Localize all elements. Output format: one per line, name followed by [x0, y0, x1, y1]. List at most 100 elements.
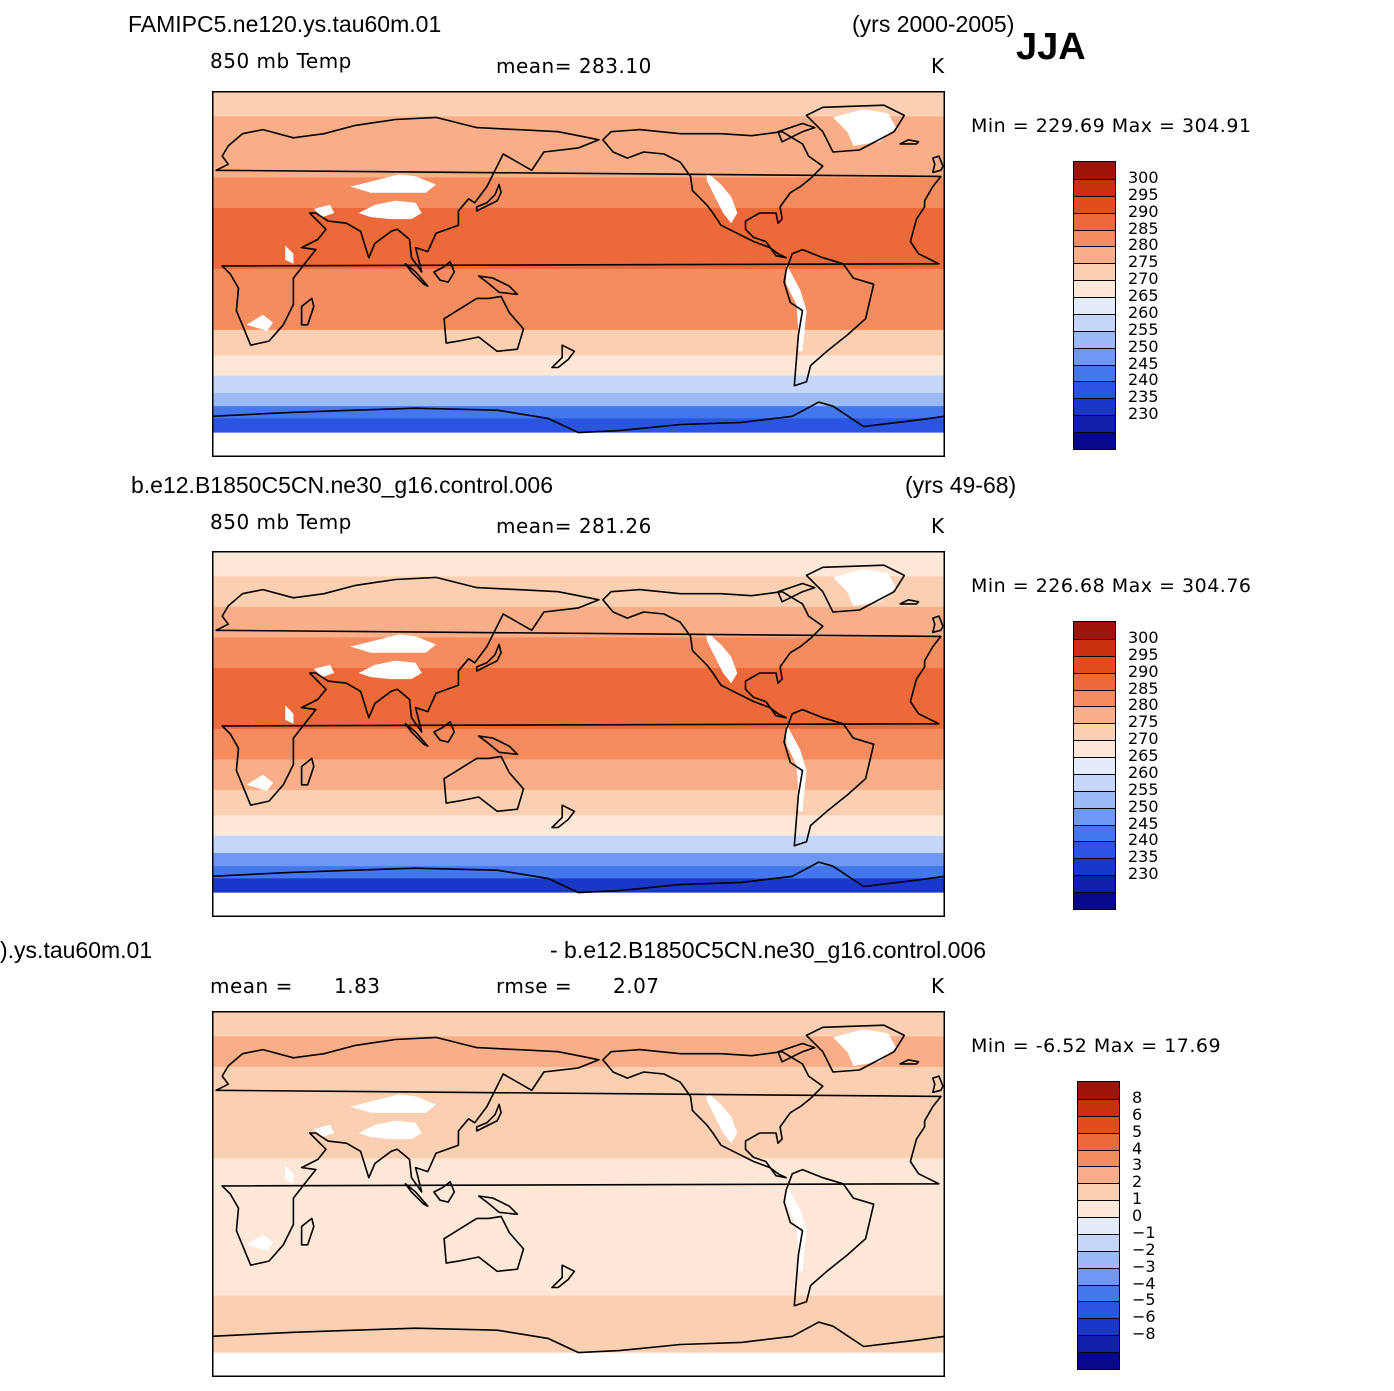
panel2-mean-label: mean= 281.26 — [496, 514, 652, 538]
panel1-colorbar — [1073, 161, 1116, 450]
zonal-band--5 — [212, 1188, 945, 1220]
colorbar-tick-label: 265 — [1128, 286, 1159, 306]
panel3-mean-label: mean = — [210, 974, 293, 998]
colorbar-swatch-12 — [1078, 1284, 1119, 1302]
colorbar-tick-label: −1 — [1132, 1222, 1156, 1242]
colorbar-tick-label: −3 — [1132, 1256, 1156, 1276]
colorbar-swatch-5 — [1074, 706, 1115, 724]
colorbar-swatch-2 — [1074, 655, 1115, 673]
colorbar-tick-label: −6 — [1132, 1307, 1156, 1327]
colorbar-tick-label: 230 — [1128, 864, 1159, 884]
panel2-units: K — [931, 514, 945, 538]
antarctic-missing-region — [212, 432, 945, 457]
zonal-band--45 — [212, 815, 945, 837]
coastline-uk — [931, 615, 944, 634]
colorbar-swatch-12 — [1074, 824, 1115, 842]
colorbar-tick-label: 240 — [1128, 830, 1159, 850]
panel2-years: (yrs 49-68) — [905, 472, 1017, 498]
coastline-new-guinea — [477, 735, 519, 756]
colorbar-tick-label: 260 — [1128, 302, 1159, 322]
zonal-band--35 — [212, 789, 945, 816]
zonal-band--62 — [212, 852, 945, 867]
coastline-south-america — [783, 1168, 875, 1307]
colorbar-tick-label: 8 — [1132, 1087, 1143, 1107]
zonal-band-85 — [212, 91, 945, 117]
missing-region-4 — [833, 1029, 897, 1066]
colorbar-swatch-6 — [1074, 723, 1115, 741]
colorbar-swatch-4 — [1074, 689, 1115, 707]
panel3-units: K — [931, 974, 945, 998]
colorbar-tick-label: 300 — [1128, 627, 1159, 647]
panel1-map — [212, 91, 945, 457]
coastline-africa-europe-asia — [215, 116, 942, 346]
missing-region-0 — [358, 200, 422, 220]
coastline-greenland — [805, 1024, 906, 1073]
colorbar-tick-label: 295 — [1128, 184, 1159, 204]
missing-region-1 — [350, 1094, 436, 1113]
zonal-band--62 — [212, 1312, 945, 1327]
colorbar-swatch-0 — [1074, 622, 1115, 639]
coastline-sumatra — [404, 723, 429, 747]
coastline-greenland — [805, 564, 906, 613]
missing-region-2 — [706, 1092, 738, 1144]
coastline-uk — [931, 1075, 944, 1094]
coastline-madagascar — [300, 1217, 315, 1246]
panel3-rmse-label: rmse = — [496, 974, 573, 998]
colorbar-swatch-11 — [1074, 807, 1115, 825]
colorbar-tick-label: −5 — [1132, 1290, 1156, 1310]
colorbar-swatch-3 — [1074, 212, 1115, 230]
missing-region-1 — [350, 174, 436, 193]
coastline-antarctica — [212, 861, 945, 917]
colorbar-swatch-16 — [1074, 432, 1115, 449]
coastline-japan — [475, 1103, 502, 1132]
colorbar-tick-label: 285 — [1128, 218, 1159, 238]
zonal-band--5 — [212, 268, 945, 300]
missing-region-0 — [358, 660, 422, 680]
colorbar-swatch-8 — [1074, 297, 1115, 314]
colorbar-tick-label: 275 — [1128, 252, 1159, 272]
colorbar-tick-label: 2 — [1132, 1172, 1143, 1192]
coastline-new-guinea — [477, 1195, 519, 1216]
colorbar-swatch-7 — [1074, 280, 1115, 298]
colorbar-swatch-1 — [1074, 638, 1115, 656]
coastline-africa-europe-asia — [215, 576, 942, 806]
colorbar-swatch-4 — [1078, 1149, 1119, 1167]
coastline-new-guinea — [477, 275, 519, 296]
coastline-south-america — [783, 248, 875, 387]
zonal-band--20 — [212, 299, 945, 331]
missing-region-2 — [706, 172, 738, 224]
zonal-band-70 — [212, 116, 945, 148]
coastline-japan — [475, 643, 502, 672]
coastline-antarctica — [212, 1321, 945, 1377]
colorbar-tick-label: 245 — [1128, 813, 1159, 833]
coastline-north-america — [602, 588, 824, 719]
map-frame — [212, 91, 945, 457]
panel3-min-max: Min = -6.52 Max = 17.69 — [971, 1035, 1222, 1057]
panel3-rmse-value: 2.07 — [613, 974, 660, 998]
panel3-case-title: ).ys.tau60m.01 — [0, 937, 153, 963]
coastline-baffin — [777, 1042, 816, 1063]
coastline-borneo — [433, 721, 456, 743]
coastline-borneo — [433, 261, 456, 283]
coastline-madagascar — [300, 297, 315, 326]
colorbar-swatch-9 — [1078, 1233, 1119, 1251]
colorbar-swatch-16 — [1078, 1352, 1119, 1369]
zonal-band--55 — [212, 1295, 945, 1314]
missing-region-3 — [786, 263, 807, 352]
coastline-new-zealand — [551, 344, 576, 369]
coastline-australia — [443, 1215, 525, 1273]
zonal-band-25 — [212, 667, 945, 699]
colorbar-tick-label: 250 — [1128, 336, 1159, 356]
colorbar-tick-label: 4 — [1132, 1138, 1143, 1158]
colorbar-swatch-3 — [1074, 672, 1115, 690]
colorbar-swatch-2 — [1078, 1115, 1119, 1133]
coastline-iceland — [899, 598, 920, 605]
colorbar-swatch-14 — [1078, 1318, 1119, 1336]
colorbar-tick-label: −2 — [1132, 1239, 1156, 1259]
map-frame — [212, 551, 945, 917]
colorbar-tick-label: 265 — [1128, 746, 1159, 766]
colorbar-swatch-1 — [1078, 1098, 1119, 1116]
colorbar-swatch-3 — [1078, 1132, 1119, 1150]
colorbar-swatch-5 — [1074, 246, 1115, 264]
colorbar-tick-label: 295 — [1128, 644, 1159, 664]
